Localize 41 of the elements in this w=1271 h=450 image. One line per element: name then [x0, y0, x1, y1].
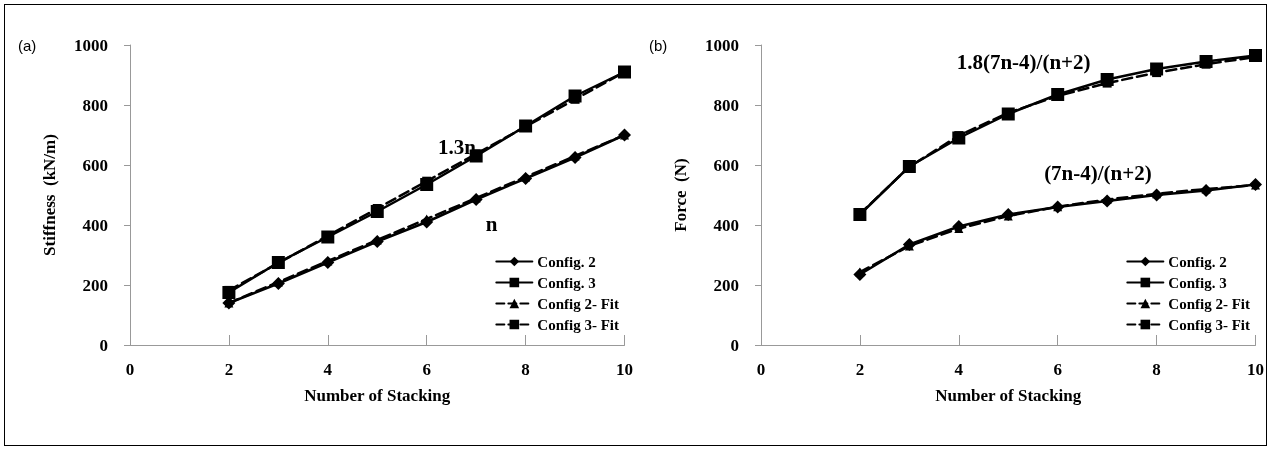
- y-tick-label: 800: [82, 95, 108, 115]
- x-tick-label: 0: [756, 360, 765, 379]
- x-tick-label: 10: [616, 360, 633, 379]
- y-tick-label: 1000: [74, 35, 108, 55]
- y-tick-label: 200: [713, 275, 739, 295]
- legend-label: Config 2- Fit: [1167, 295, 1250, 312]
- y-axis-title: Force (N): [670, 158, 690, 232]
- y-tick-label: 0: [730, 335, 739, 355]
- x-tick-label: 6: [422, 360, 431, 379]
- y-tick-label: 1000: [704, 35, 739, 55]
- y-tick-label: 800: [713, 95, 739, 115]
- y-tick-label: 400: [82, 215, 108, 235]
- x-tick-label: 6: [1052, 360, 1062, 379]
- legend-label: Config 2- Fit: [537, 295, 620, 312]
- annotation: n: [485, 211, 498, 236]
- x-tick-label: 2: [224, 360, 234, 379]
- x-axis-title: Number of Stacking: [934, 386, 1082, 405]
- chart-title: (a): [18, 37, 37, 54]
- annotation: 1.8(7n-4)/(n+2): [956, 49, 1091, 74]
- legend-label: Config 3- Fit: [537, 316, 620, 333]
- chart-title: (b): [648, 37, 667, 54]
- x-tick-label: 4: [954, 360, 964, 379]
- x-tick-label: 8: [1151, 360, 1161, 379]
- x-tick-label: 8: [521, 360, 530, 379]
- legend-label: Config. 2: [537, 253, 596, 270]
- y-tick-label: 400: [713, 215, 739, 235]
- y-tick-label: 0: [99, 335, 108, 355]
- legend-label: Config 3- Fit: [1167, 316, 1250, 333]
- x-tick-label: 2: [855, 360, 864, 379]
- x-tick-label: 0: [125, 360, 135, 379]
- legend-label: Config. 2: [1167, 253, 1227, 270]
- y-axis-title: Stiffness (kN/m): [40, 134, 59, 256]
- x-tick-label: 10: [1246, 360, 1264, 379]
- annotation: (7n-4)/(n+2): [1043, 160, 1152, 185]
- legend-label: Config. 3: [1167, 274, 1227, 291]
- legend-label: Config. 3: [537, 274, 596, 291]
- y-tick-label: 600: [82, 155, 108, 175]
- x-axis-title: Number of Stacking: [304, 386, 451, 405]
- y-tick-label: 200: [82, 275, 108, 295]
- x-tick-label: 4: [323, 360, 333, 379]
- y-tick-label: 600: [713, 155, 739, 175]
